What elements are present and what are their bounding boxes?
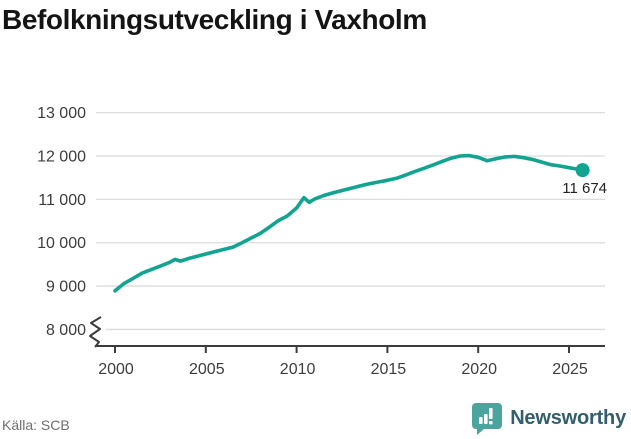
source-label: Källa: SCB — [2, 417, 70, 433]
y-tick-label: 13 000 — [37, 105, 86, 122]
page-title: Befolkningsutveckling i Vaxholm — [2, 4, 427, 35]
population-line — [113, 153, 585, 293]
newsworthy-icon — [472, 403, 503, 435]
newsworthy-logo[interactable]: Newsworthy — [471, 402, 626, 435]
x-axis-ticks — [114, 347, 570, 353]
axis-break-squiggle — [89, 316, 102, 348]
x-tick-label: 2015 — [371, 361, 407, 378]
y-axis-labels: 8 000 9 000 10 000 11 000 12 000 13 000 — [37, 105, 86, 339]
newsworthy-wordmark: Newsworthy — [510, 407, 626, 429]
y-tick-label: 8 000 — [46, 322, 86, 339]
y-tick-label: 9 000 — [46, 279, 86, 296]
gridlines — [96, 111, 605, 331]
x-tick-label: 2010 — [280, 361, 316, 378]
x-tick-label: 2025 — [552, 361, 588, 378]
end-point-marker — [575, 163, 590, 178]
x-tick-label: 2005 — [189, 361, 225, 378]
x-axis-labels: 2000 2005 2010 2015 2020 2025 — [98, 361, 588, 378]
y-tick-label: 11 000 — [38, 192, 86, 209]
end-value-label: 11 674 — [562, 180, 607, 197]
y-tick-label: 12 000 — [37, 149, 86, 166]
x-tick-label: 2020 — [461, 361, 497, 378]
x-tick-label: 2000 — [98, 361, 134, 378]
y-tick-label: 10 000 — [37, 235, 86, 252]
